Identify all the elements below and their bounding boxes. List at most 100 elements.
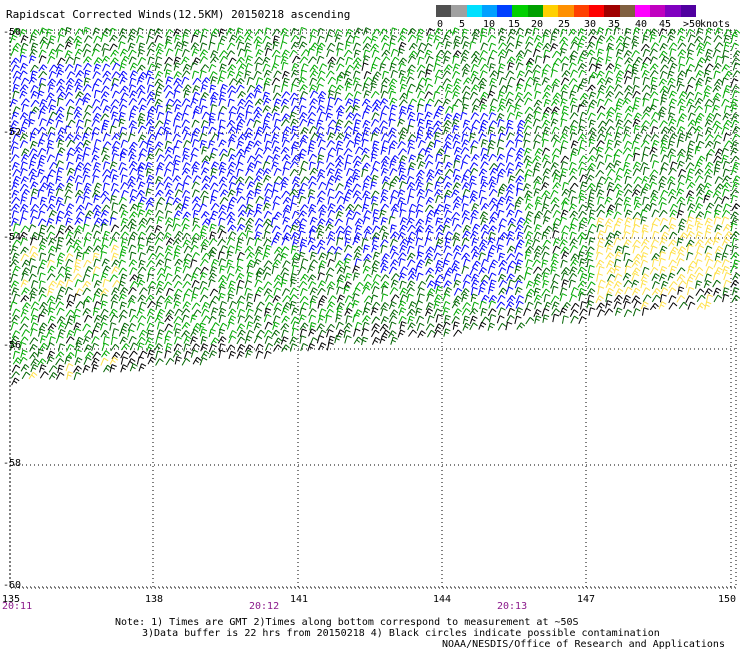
wind-barb xyxy=(138,217,148,226)
wind-barb xyxy=(272,146,281,155)
wind-barb xyxy=(343,49,353,58)
wind-barb xyxy=(128,84,137,93)
wind-barb xyxy=(264,321,273,330)
wind-barb xyxy=(154,34,163,43)
wind-barb xyxy=(597,309,606,318)
wind-barb xyxy=(498,218,507,226)
wind-barb xyxy=(344,335,352,344)
wind-barb xyxy=(164,69,172,78)
wind-barb xyxy=(299,322,309,330)
wind-barb xyxy=(352,299,360,309)
wind-barb xyxy=(101,147,109,156)
wind-barb xyxy=(146,97,156,106)
wind-barb xyxy=(361,336,369,346)
wind-barb xyxy=(451,70,461,79)
wind-barb xyxy=(524,69,533,78)
wind-barb xyxy=(696,48,705,57)
wind-barb xyxy=(704,217,713,226)
wind-barb xyxy=(624,27,632,37)
wind-barb xyxy=(336,294,345,303)
wind-barb xyxy=(658,34,667,43)
wind-barb xyxy=(235,161,244,170)
wind-barb xyxy=(334,125,343,134)
wind-barb xyxy=(289,287,298,296)
wind-barb xyxy=(552,229,560,239)
wind-barb xyxy=(111,153,120,162)
wind-barb xyxy=(569,238,578,247)
wind-barb xyxy=(147,267,156,276)
wind-barb xyxy=(667,126,677,134)
wind-barb xyxy=(577,280,587,288)
wind-barb xyxy=(515,50,525,58)
wind-barb xyxy=(48,64,58,72)
wind-barb xyxy=(38,147,47,156)
wind-barb xyxy=(516,231,524,240)
wind-barb xyxy=(165,98,174,107)
wind-barb xyxy=(290,245,298,254)
wind-barb xyxy=(299,287,308,297)
wind-barb xyxy=(569,112,579,120)
wind-barb xyxy=(281,83,289,93)
wind-barb xyxy=(290,83,298,93)
wind-barb xyxy=(632,146,641,156)
wind-barb xyxy=(452,84,462,93)
wind-barb xyxy=(631,50,640,58)
wind-barb xyxy=(596,27,605,36)
wind-barb xyxy=(424,42,433,51)
wind-barb xyxy=(568,203,578,212)
wind-barb xyxy=(246,76,255,86)
wind-barb xyxy=(164,335,171,344)
wind-barb xyxy=(91,98,101,107)
wind-barb xyxy=(155,287,164,296)
wind-barb xyxy=(533,106,542,114)
wind-barb xyxy=(119,126,127,135)
wind-barb xyxy=(730,166,739,176)
wind-barb xyxy=(137,153,146,162)
wind-barb xyxy=(577,83,585,93)
wind-barb xyxy=(191,302,201,310)
wind-barb xyxy=(208,272,217,281)
wind-barb xyxy=(128,98,138,106)
wind-barb xyxy=(704,55,713,64)
wind-barb xyxy=(30,42,39,51)
wind-barb xyxy=(228,153,237,162)
wind-barb xyxy=(642,92,651,101)
wind-barb xyxy=(28,257,36,267)
wind-barb xyxy=(246,209,255,218)
wind-barb xyxy=(325,251,334,260)
wind-barb xyxy=(10,34,18,44)
wind-barb xyxy=(487,139,496,148)
wind-barb xyxy=(685,154,694,163)
wind-barb xyxy=(335,84,344,93)
wind-barb xyxy=(199,139,207,149)
wind-barb xyxy=(408,188,416,197)
wind-barb xyxy=(452,321,460,330)
wind-barb xyxy=(660,189,669,198)
wind-barb xyxy=(596,146,604,155)
wind-barb xyxy=(289,189,298,197)
wind-barb xyxy=(65,182,74,191)
wind-barb xyxy=(507,76,516,85)
wind-barb xyxy=(505,301,515,309)
wind-barb xyxy=(56,167,64,176)
wind-barb xyxy=(74,279,83,288)
wind-barb xyxy=(181,119,190,128)
wind-barb xyxy=(182,63,191,72)
wind-barb xyxy=(586,288,596,296)
wind-barb xyxy=(433,300,441,309)
wind-barb xyxy=(515,62,524,71)
wind-barb xyxy=(632,245,640,254)
wind-barb xyxy=(316,55,325,64)
wind-barb xyxy=(642,28,652,37)
wind-barb xyxy=(291,176,301,185)
wind-barb xyxy=(605,55,613,65)
wind-barb xyxy=(102,182,110,191)
wind-barb xyxy=(371,236,380,246)
wind-barb xyxy=(64,286,73,295)
wind-barb xyxy=(345,98,354,107)
wind-barb xyxy=(74,28,84,36)
colorbar-segment xyxy=(634,5,651,17)
wind-barb xyxy=(515,168,525,177)
wind-barb xyxy=(525,62,534,71)
wind-barb xyxy=(606,139,614,148)
